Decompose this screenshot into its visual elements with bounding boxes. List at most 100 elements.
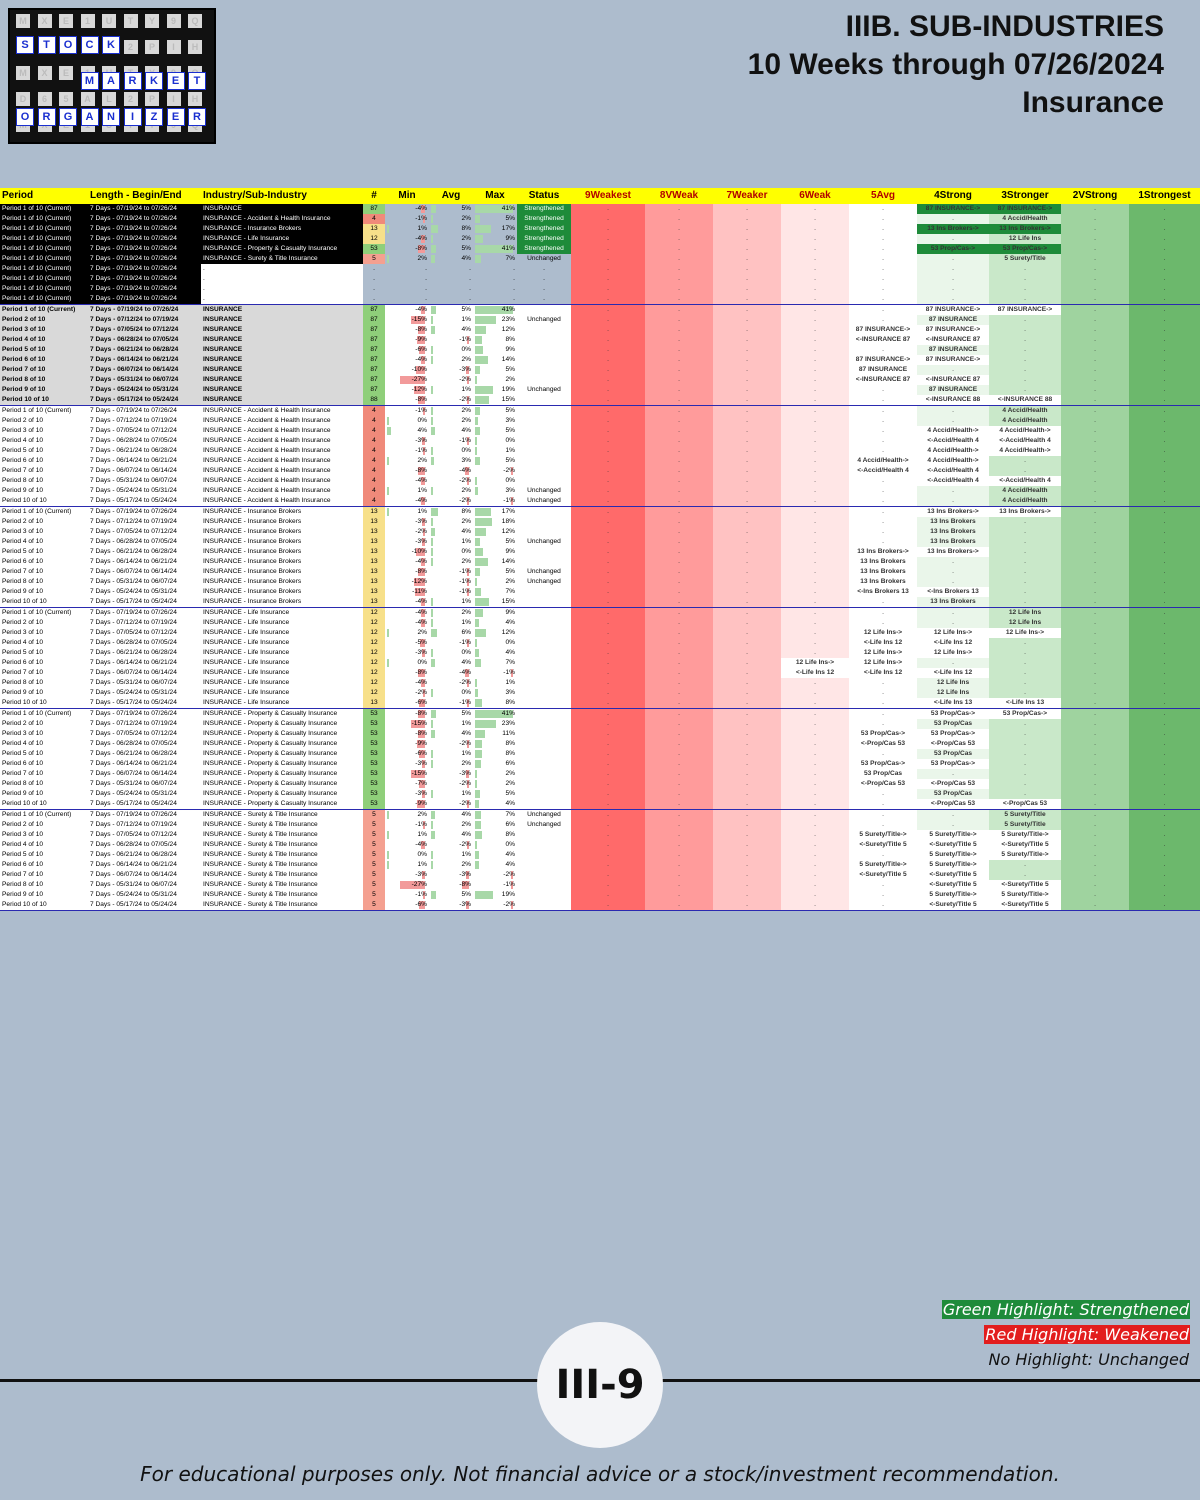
- period-cell: Period 8 of 10: [0, 375, 88, 385]
- score-cell: .: [1129, 204, 1200, 214]
- value-bar: [416, 336, 425, 344]
- score-cell: .: [989, 315, 1061, 325]
- table-row: Period 5 of 10 7 Days - 06/21/24 to 06/28…: [0, 547, 1200, 557]
- max-cell: 9%: [473, 607, 517, 618]
- period-cell: Period 6 of 10: [0, 557, 88, 567]
- industry-cell: INSURANCE - Property & Casualty Insuranc…: [201, 749, 363, 759]
- score-cell: .: [781, 446, 849, 456]
- logo-tile: T: [123, 14, 138, 28]
- score-cell: .: [571, 628, 645, 638]
- min-cell: -9%: [385, 739, 429, 749]
- score-cell: <-Ins Brokers 13: [849, 587, 917, 597]
- avg-cell: 4%: [429, 254, 473, 264]
- status-cell: Weakened: [517, 739, 571, 749]
- score-cell: .: [917, 557, 989, 567]
- score-cell: 87 INSURANCE: [917, 345, 989, 355]
- length-cell: 7 Days - 05/24/24 to 05/31/24: [88, 486, 201, 496]
- value-bar: [475, 619, 479, 627]
- value-bar: [475, 376, 477, 384]
- status-cell: Weakened: [517, 688, 571, 698]
- score-cell: .: [781, 486, 849, 496]
- period-cell: Period 4 of 10: [0, 840, 88, 850]
- count-cell: 5: [363, 890, 385, 900]
- score-cell: .: [645, 799, 713, 810]
- score-cell: .: [645, 890, 713, 900]
- table-row: Period 10 of 10 7 Days - 05/17/24 to 05/2…: [0, 597, 1200, 608]
- logo-tile: X: [37, 14, 52, 28]
- value-bar: [475, 518, 492, 526]
- max-cell: .: [513, 265, 515, 272]
- score-cell: .: [713, 466, 781, 476]
- value-bar: [475, 629, 487, 637]
- score-cell: 53 Prop/Cas->: [917, 729, 989, 739]
- table-row: Period 6 of 10 7 Days - 06/14/24 to 06/21…: [0, 658, 1200, 668]
- score-cell: 53 Prop/Cas: [849, 769, 917, 779]
- status-cell: .: [543, 285, 545, 292]
- score-cell: 5 Surety/Title->: [917, 890, 989, 900]
- count-cell: 13: [363, 567, 385, 577]
- table-row: Period 6 of 10 7 Days - 06/14/24 to 06/21…: [0, 860, 1200, 870]
- score-cell: .: [781, 506, 849, 517]
- industry-cell: INSURANCE - Life Insurance: [201, 628, 363, 638]
- count-cell: 12: [363, 648, 385, 658]
- table-end-rule: [0, 910, 1200, 912]
- value-bar: [475, 811, 482, 819]
- score-cell: 12 Life Ins->: [781, 658, 849, 668]
- score-cell: .: [645, 688, 713, 698]
- value-bar: [387, 811, 389, 819]
- industry-cell: INSURANCE: [201, 365, 363, 375]
- value-bar: [511, 497, 513, 505]
- score-cell: .: [571, 436, 645, 446]
- score-cell: .: [713, 850, 781, 860]
- value-bar: [431, 215, 433, 223]
- length-cell: 7 Days - 07/12/24 to 07/19/24: [88, 820, 201, 830]
- min-cell: -10%: [385, 547, 429, 557]
- period-cell: Period 1 of 10 (Current): [0, 234, 88, 244]
- score-cell: 12 Life Ins->: [989, 628, 1061, 638]
- score-cell: .: [571, 304, 645, 315]
- avg-cell: 6%: [429, 628, 473, 638]
- avg-cell: 4%: [429, 729, 473, 739]
- value-bar: [423, 215, 425, 223]
- score-cell: .: [781, 214, 849, 224]
- industry-cell: INSURANCE - Property & Casualty Insuranc…: [201, 759, 363, 769]
- value-bar: [475, 487, 478, 495]
- score-cell: .: [989, 547, 1061, 557]
- score-cell: .: [1129, 527, 1200, 537]
- score-cell: .: [1129, 729, 1200, 739]
- length-cell: 7 Days - 05/31/24 to 06/07/24: [88, 678, 201, 688]
- industry-cell: INSURANCE - Surety & Title Insurance: [201, 890, 363, 900]
- score-cell: .: [571, 577, 645, 587]
- value-bar: [475, 821, 481, 829]
- length-cell: 7 Days - 07/12/24 to 07/19/24: [88, 618, 201, 628]
- score-cell: .: [1061, 729, 1129, 739]
- min-cell: -6%: [385, 345, 429, 355]
- status-cell: Unchanged: [527, 255, 561, 262]
- score-cell: .: [571, 698, 645, 709]
- score-cell: 12 Life Ins: [917, 678, 989, 688]
- logo-letter: N: [102, 108, 120, 126]
- score-cell: .: [713, 820, 781, 830]
- status-cell: Strengthened: [517, 850, 571, 860]
- score-cell: .: [849, 405, 917, 416]
- status-cell: Weakened: [517, 880, 571, 890]
- logo-tile: E: [59, 14, 73, 28]
- logo-tile: P: [145, 92, 159, 106]
- score-cell: .: [713, 860, 781, 870]
- count-cell: 12: [363, 234, 385, 244]
- period-cell: Period 10 of 10: [0, 395, 88, 406]
- max-cell: 1%: [473, 446, 517, 456]
- table-row: Period 7 of 10 7 Days - 06/07/24 to 06/14…: [0, 769, 1200, 779]
- period-cell: Period 2 of 10: [0, 820, 88, 830]
- period-cell: Period 4 of 10: [0, 335, 88, 345]
- avg-cell: -2%: [429, 678, 473, 688]
- value-bar: [475, 427, 480, 435]
- value-bar: [431, 235, 433, 243]
- column-header: Avg: [429, 188, 473, 204]
- score-cell: .: [571, 395, 645, 406]
- score-cell: .: [849, 719, 917, 729]
- value-bar: [417, 568, 425, 576]
- period-cell: Period 1 of 10 (Current): [0, 405, 88, 416]
- value-bar: [413, 386, 425, 394]
- length-cell: 7 Days - 07/05/24 to 07/12/24: [88, 426, 201, 436]
